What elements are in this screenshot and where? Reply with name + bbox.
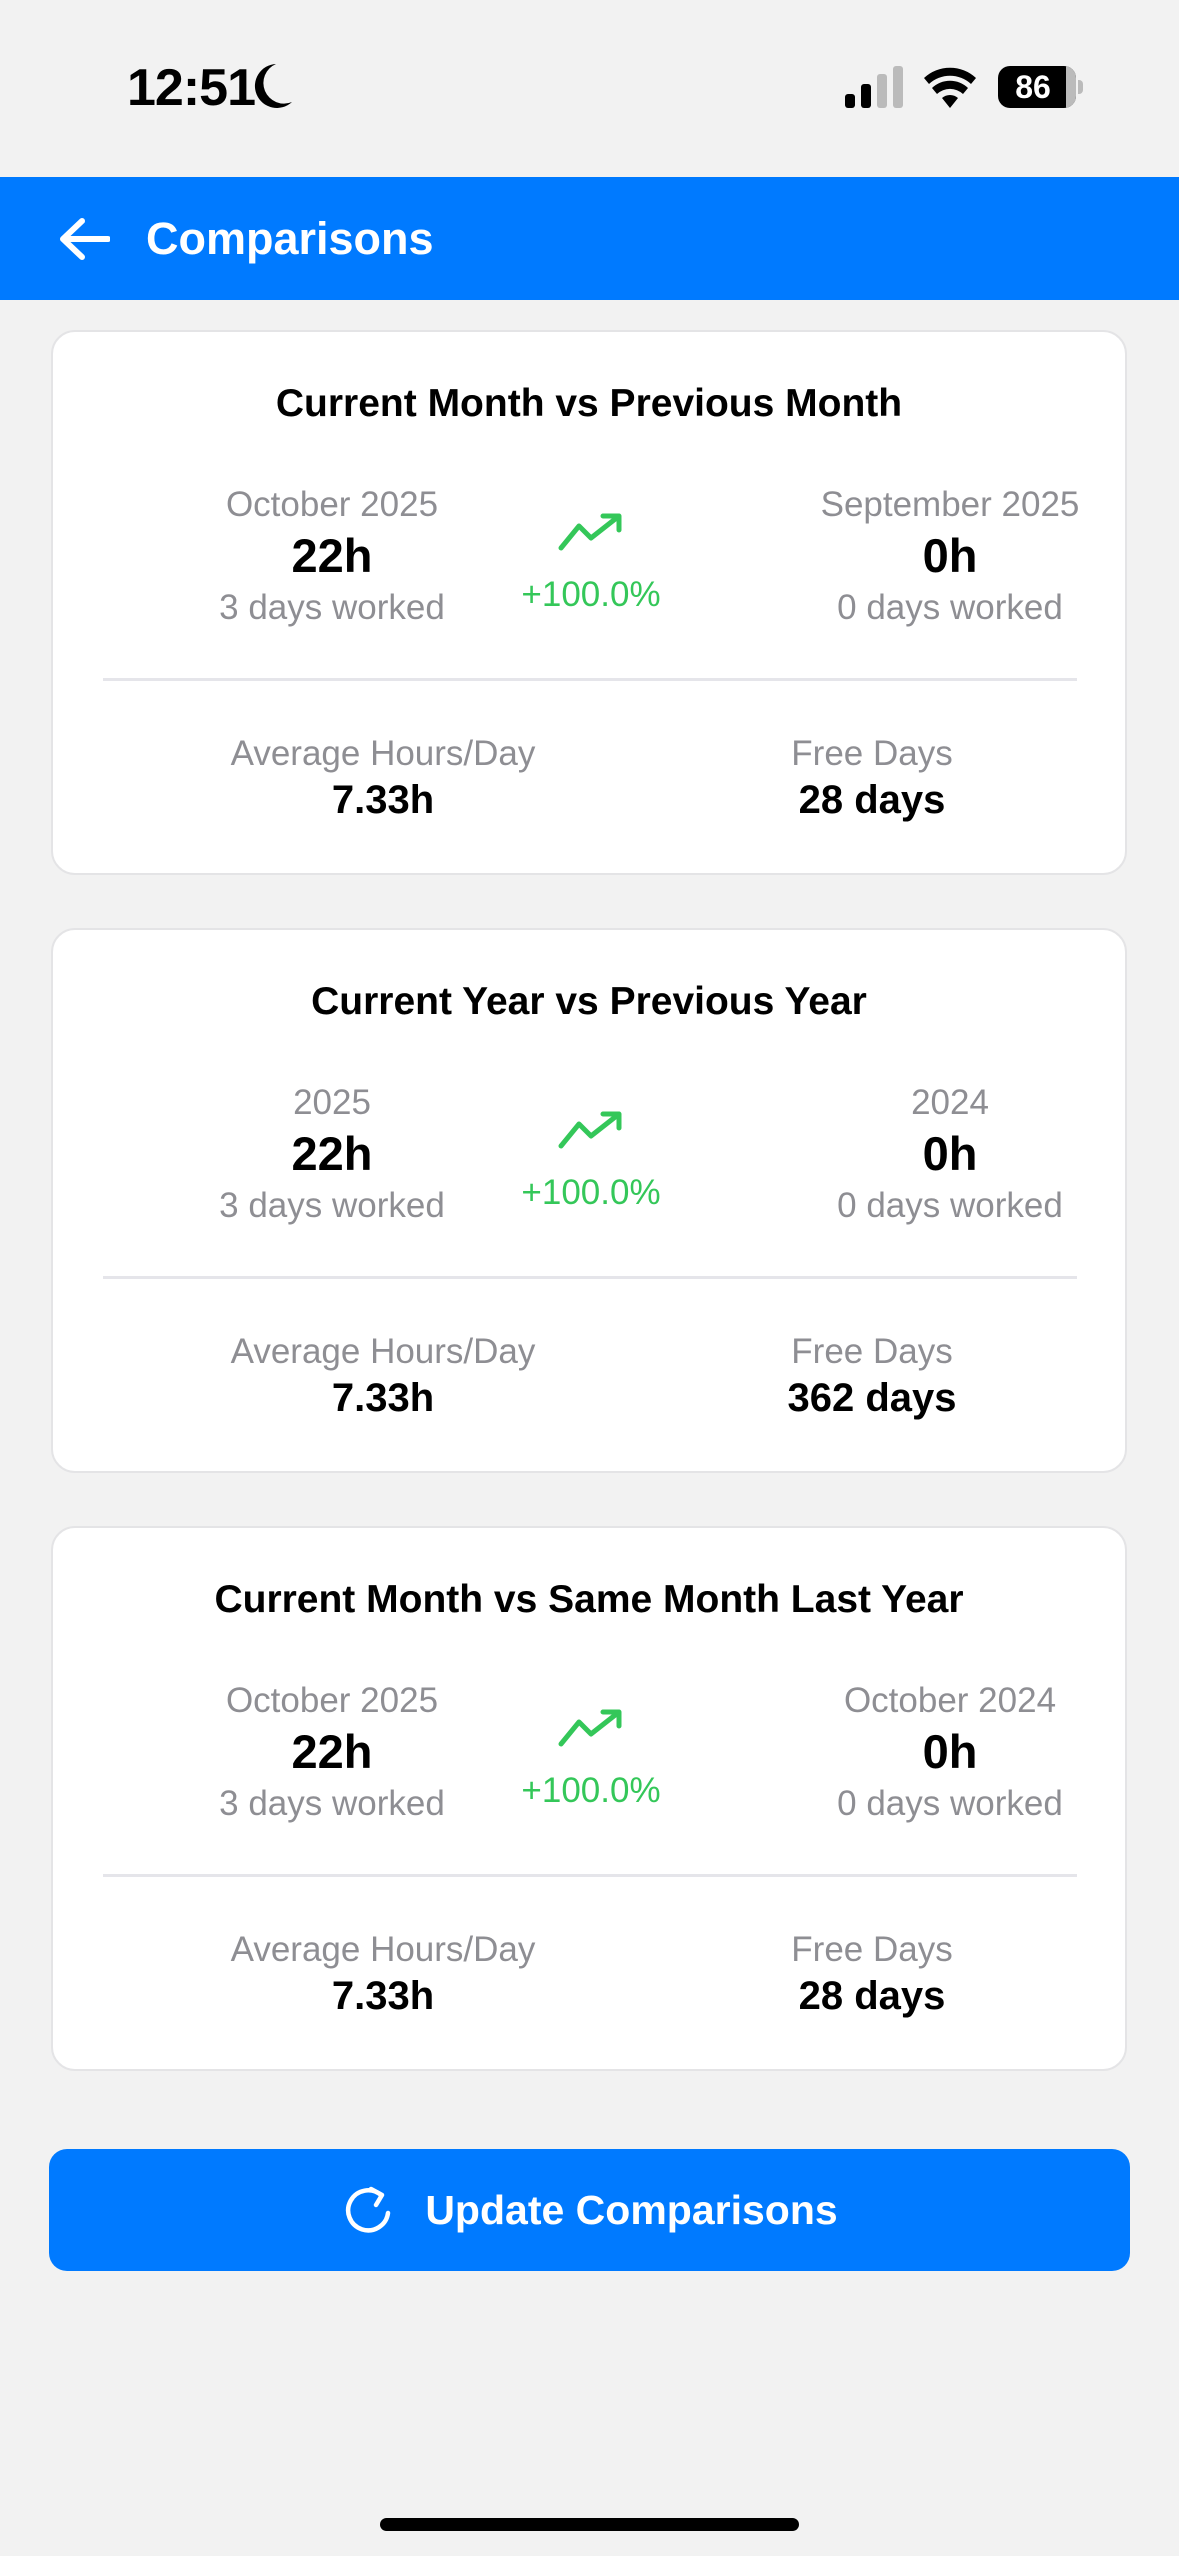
change-percent: +100.0% bbox=[521, 1771, 661, 1810]
current-days-worked: 3 days worked bbox=[219, 1186, 445, 1225]
card-title: Current Month vs Previous Month bbox=[275, 382, 903, 425]
current-period-label: October 2025 bbox=[225, 1681, 439, 1720]
current-hours: 22h bbox=[291, 1725, 373, 1778]
comparison-card: Current Month vs Same Month Last Year Oc… bbox=[51, 1526, 1127, 2071]
wifi-icon bbox=[924, 67, 976, 108]
change-indicator: +100.0% bbox=[491, 1110, 691, 1213]
comparison-card: Current Year vs Previous Year 2025 22h 3… bbox=[51, 928, 1127, 1473]
arrow-left-icon bbox=[60, 217, 110, 260]
trending-up-icon bbox=[558, 513, 622, 551]
change-indicator: +100.0% bbox=[491, 1708, 691, 1811]
average-hours-value: 7.33h bbox=[331, 1974, 435, 2018]
previous-hours: 0h bbox=[922, 1725, 978, 1778]
update-comparisons-label: Update Comparisons bbox=[425, 2186, 838, 2233]
free-days-value: 28 days bbox=[798, 1974, 946, 2018]
comparison-card: Current Month vs Previous Month October … bbox=[51, 330, 1127, 875]
free-days-label: Free Days bbox=[791, 734, 953, 773]
free-days-value: 362 days bbox=[787, 1376, 957, 1420]
page-title: Comparisons bbox=[146, 212, 434, 264]
signal-icon bbox=[845, 66, 903, 108]
average-hours-label: Average Hours/Day bbox=[230, 734, 536, 773]
home-indicator[interactable] bbox=[380, 2518, 799, 2531]
current-days-worked: 3 days worked bbox=[219, 588, 445, 627]
refresh-icon bbox=[346, 2186, 391, 2233]
trending-up-icon bbox=[558, 1111, 622, 1149]
card-title: Current Month vs Same Month Last Year bbox=[214, 1578, 964, 1621]
change-indicator: +100.0% bbox=[491, 512, 691, 615]
back-button[interactable] bbox=[58, 212, 112, 266]
previous-days-worked: 0 days worked bbox=[837, 1186, 1063, 1225]
previous-period-label: September 2025 bbox=[820, 485, 1080, 524]
current-hours: 22h bbox=[291, 1127, 373, 1180]
divider bbox=[103, 1276, 1077, 1279]
divider bbox=[103, 678, 1077, 681]
current-period-label: 2025 bbox=[293, 1083, 371, 1122]
average-hours-label: Average Hours/Day bbox=[230, 1332, 536, 1371]
free-days-label: Free Days bbox=[791, 1332, 953, 1371]
battery-level: 86 bbox=[1015, 68, 1051, 105]
change-percent: +100.0% bbox=[521, 1173, 661, 1212]
average-hours-label: Average Hours/Day bbox=[230, 1930, 536, 1969]
change-percent: +100.0% bbox=[521, 575, 661, 614]
free-days-value: 28 days bbox=[798, 778, 946, 822]
nav-header: Comparisons bbox=[0, 177, 1179, 300]
moon-icon bbox=[254, 64, 292, 108]
previous-days-worked: 0 days worked bbox=[837, 588, 1063, 627]
previous-days-worked: 0 days worked bbox=[837, 1784, 1063, 1823]
battery-indicator: 86 bbox=[998, 66, 1076, 108]
average-hours-value: 7.33h bbox=[331, 1376, 435, 1420]
divider bbox=[103, 1874, 1077, 1877]
previous-hours: 0h bbox=[922, 529, 978, 582]
previous-period-label: 2024 bbox=[911, 1083, 989, 1122]
current-days-worked: 3 days worked bbox=[219, 1784, 445, 1823]
current-hours: 22h bbox=[291, 529, 373, 582]
card-title: Current Year vs Previous Year bbox=[311, 980, 867, 1023]
update-comparisons-button[interactable]: Update Comparisons bbox=[49, 2149, 1130, 2271]
average-hours-value: 7.33h bbox=[331, 778, 435, 822]
free-days-label: Free Days bbox=[791, 1930, 953, 1969]
current-period-label: October 2025 bbox=[225, 485, 439, 524]
previous-hours: 0h bbox=[922, 1127, 978, 1180]
previous-period-label: October 2024 bbox=[843, 1681, 1057, 1720]
battery-tip bbox=[1078, 80, 1083, 94]
trending-up-icon bbox=[558, 1709, 622, 1747]
status-bar: 12:51 86 bbox=[0, 0, 1179, 177]
status-time: 12:51 bbox=[127, 59, 256, 117]
